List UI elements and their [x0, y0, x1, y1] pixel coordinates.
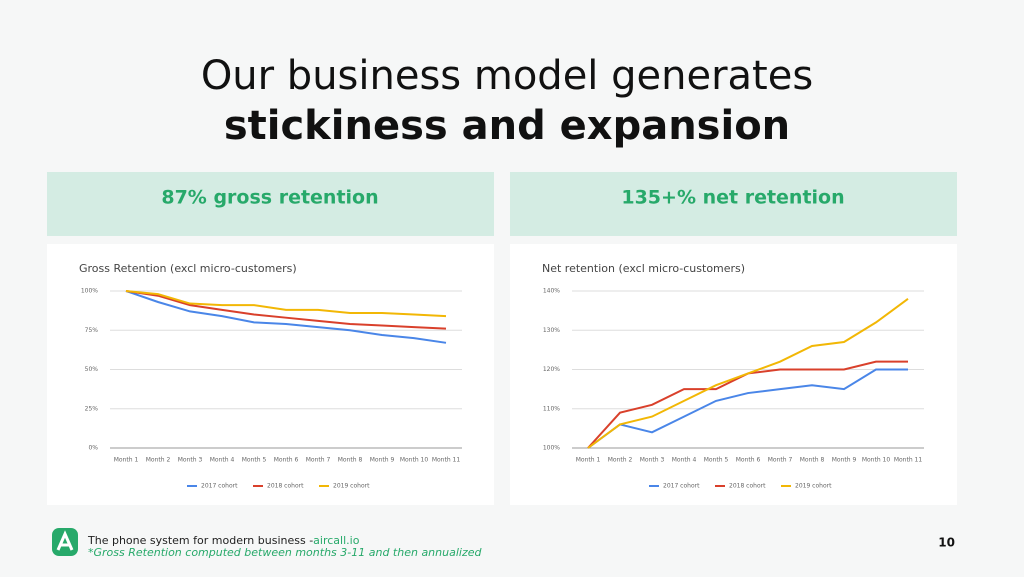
legend-label: 2017 cohort [663, 483, 700, 490]
y-tick-label: 130% [543, 327, 560, 334]
chart-card [47, 244, 494, 505]
title-line: Our business model generates [201, 53, 813, 99]
y-tick-label: 25% [85, 405, 99, 412]
x-tick-label: Month 10 [400, 457, 429, 464]
x-tick-label: Month 2 [608, 457, 633, 464]
x-tick-label: Month 11 [432, 457, 461, 464]
x-tick-label: Month 1 [576, 457, 601, 464]
x-tick-label: Month 6 [274, 457, 299, 464]
title-line: stickiness and expansion [224, 103, 790, 149]
logo-mark [56, 530, 74, 551]
y-tick-label: 100% [81, 288, 98, 295]
legend-label: 2019 cohort [795, 483, 832, 490]
series-line [587, 368, 908, 449]
legend-label: 2018 cohort [729, 483, 766, 490]
chart-title: Net retention (excl micro-customers) [542, 262, 745, 275]
x-tick-label: Month 11 [894, 457, 923, 464]
y-tick-label: 75% [85, 327, 99, 334]
chart-title: Gross Retention (excl micro-customers) [79, 262, 297, 275]
y-tick-label: 50% [85, 366, 99, 373]
x-tick-label: Month 2 [146, 457, 171, 464]
legend-label: 2019 cohort [333, 483, 370, 490]
series-line [125, 290, 447, 318]
x-tick-label: Month 9 [370, 457, 395, 464]
panel-title: 135+% net retention [621, 187, 844, 209]
footer-note: *Gross Retention computed between months… [88, 546, 482, 559]
x-tick-label: Month 1 [114, 457, 139, 464]
x-tick-label: Month 8 [338, 457, 363, 464]
y-tick-label: 100% [543, 445, 560, 452]
legend-label: 2017 cohort [201, 483, 238, 490]
panel-header [510, 172, 957, 236]
x-tick-label: Month 4 [672, 457, 697, 464]
page-number: 10 [938, 536, 955, 550]
x-tick-label: Month 7 [768, 457, 793, 464]
x-tick-label: Month 6 [736, 457, 761, 464]
x-tick-label: Month 7 [306, 457, 331, 464]
footer-link[interactable]: aircall.io [313, 534, 360, 547]
x-tick-label: Month 9 [832, 457, 857, 464]
panel-header [47, 172, 494, 236]
panel-title: 87% gross retention [161, 187, 378, 209]
y-tick-label: 110% [543, 405, 560, 412]
footer-tagline: The phone system for modern business - [87, 534, 313, 547]
x-tick-label: Month 4 [210, 457, 235, 464]
y-tick-label: 140% [543, 288, 560, 295]
y-tick-label: 0% [88, 445, 98, 452]
x-tick-label: Month 3 [178, 457, 203, 464]
x-tick-label: Month 5 [704, 457, 729, 464]
series-line [587, 298, 909, 449]
chart-card [510, 244, 957, 505]
x-tick-label: Month 5 [242, 457, 267, 464]
x-tick-label: Month 10 [862, 457, 891, 464]
legend-label: 2018 cohort [267, 483, 304, 490]
y-tick-label: 120% [543, 366, 560, 373]
series-line [125, 290, 447, 344]
series-line [125, 290, 447, 330]
x-tick-label: Month 8 [800, 457, 825, 464]
x-tick-label: Month 3 [640, 457, 665, 464]
